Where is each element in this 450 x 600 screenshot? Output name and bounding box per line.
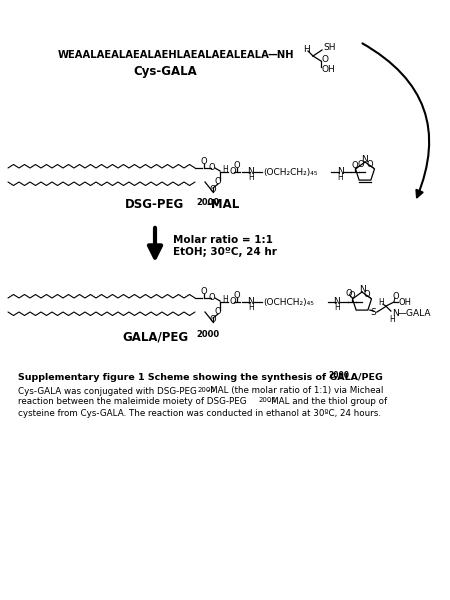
Text: N: N <box>333 298 340 307</box>
Text: SH: SH <box>323 43 336 52</box>
Text: H: H <box>222 166 228 175</box>
Text: (OCH₂CH₂)₄₅: (OCH₂CH₂)₄₅ <box>263 167 318 176</box>
Text: O: O <box>209 293 215 302</box>
Text: N: N <box>392 308 399 317</box>
Text: O: O <box>201 287 207 296</box>
Text: O: O <box>366 160 373 169</box>
Text: (OCHCH₂)₄₅: (OCHCH₂)₄₅ <box>263 298 314 307</box>
Text: H: H <box>248 304 254 313</box>
Text: 2000: 2000 <box>328 371 349 380</box>
Text: H: H <box>248 173 254 182</box>
Text: O: O <box>234 292 240 301</box>
Text: WEAALAEALAEALAEHLAEALAEALEALA: WEAALAEALAEALAEHLAEALAEALEALA <box>58 50 270 60</box>
Text: N: N <box>248 298 254 307</box>
Text: N: N <box>362 154 369 163</box>
Text: O: O <box>215 178 221 187</box>
Text: N: N <box>248 167 254 176</box>
Text: N: N <box>359 284 365 293</box>
Text: Supplementary figure 1 Scheme showing the synthesis of GALA/PEG: Supplementary figure 1 Scheme showing th… <box>18 373 383 383</box>
Text: -MAL (the molar ratio of 1:1) via Micheal: -MAL (the molar ratio of 1:1) via Michea… <box>207 386 383 395</box>
Text: Cys-GALA was conjugated with DSG-PEG: Cys-GALA was conjugated with DSG-PEG <box>18 386 197 395</box>
Text: O: O <box>321 55 328 64</box>
Text: —GALA: —GALA <box>398 308 432 317</box>
Text: O: O <box>349 292 356 301</box>
Text: O: O <box>201 157 207 166</box>
Text: -MAL: -MAL <box>206 199 239 211</box>
Text: O: O <box>234 161 240 170</box>
Text: 2000: 2000 <box>196 330 219 339</box>
Text: H: H <box>304 44 310 53</box>
Text: H: H <box>337 173 343 182</box>
Text: H: H <box>378 298 384 307</box>
Text: N: N <box>337 167 343 176</box>
Text: O: O <box>392 292 399 301</box>
Text: O: O <box>357 160 364 169</box>
Text: O: O <box>210 185 216 194</box>
Text: S: S <box>370 308 376 317</box>
Text: H: H <box>334 304 340 313</box>
Text: Cys-GALA: Cys-GALA <box>133 65 197 79</box>
Text: reaction between the maleimide moiety of DSG-PEG: reaction between the maleimide moiety of… <box>18 397 247 407</box>
Text: O: O <box>352 161 358 170</box>
Text: O: O <box>210 316 216 325</box>
Text: O: O <box>209 163 215 173</box>
Text: —NH: —NH <box>268 50 294 60</box>
Text: 2000: 2000 <box>196 198 219 207</box>
Text: OH: OH <box>321 64 335 73</box>
Text: O: O <box>229 298 236 307</box>
Text: GALA/PEG: GALA/PEG <box>122 331 188 343</box>
Text: H: H <box>389 314 395 323</box>
Text: O: O <box>215 307 221 317</box>
Text: OH: OH <box>399 298 412 307</box>
Text: EtOH; 30ºC, 24 hr: EtOH; 30ºC, 24 hr <box>173 247 277 257</box>
Text: Molar ratio = 1:1: Molar ratio = 1:1 <box>173 235 273 245</box>
Text: O: O <box>229 167 236 176</box>
Text: H: H <box>222 295 228 304</box>
Text: O: O <box>363 290 370 299</box>
Text: cysteine from Cys-GALA. The reaction was conducted in ethanol at 30ºC, 24 hours.: cysteine from Cys-GALA. The reaction was… <box>18 409 381 418</box>
Text: DSG-PEG: DSG-PEG <box>126 199 184 211</box>
Text: -MAL and the thiol group of: -MAL and the thiol group of <box>268 397 387 407</box>
Text: O: O <box>345 289 352 298</box>
Text: 2000: 2000 <box>259 397 277 403</box>
Text: 2000: 2000 <box>198 386 216 392</box>
